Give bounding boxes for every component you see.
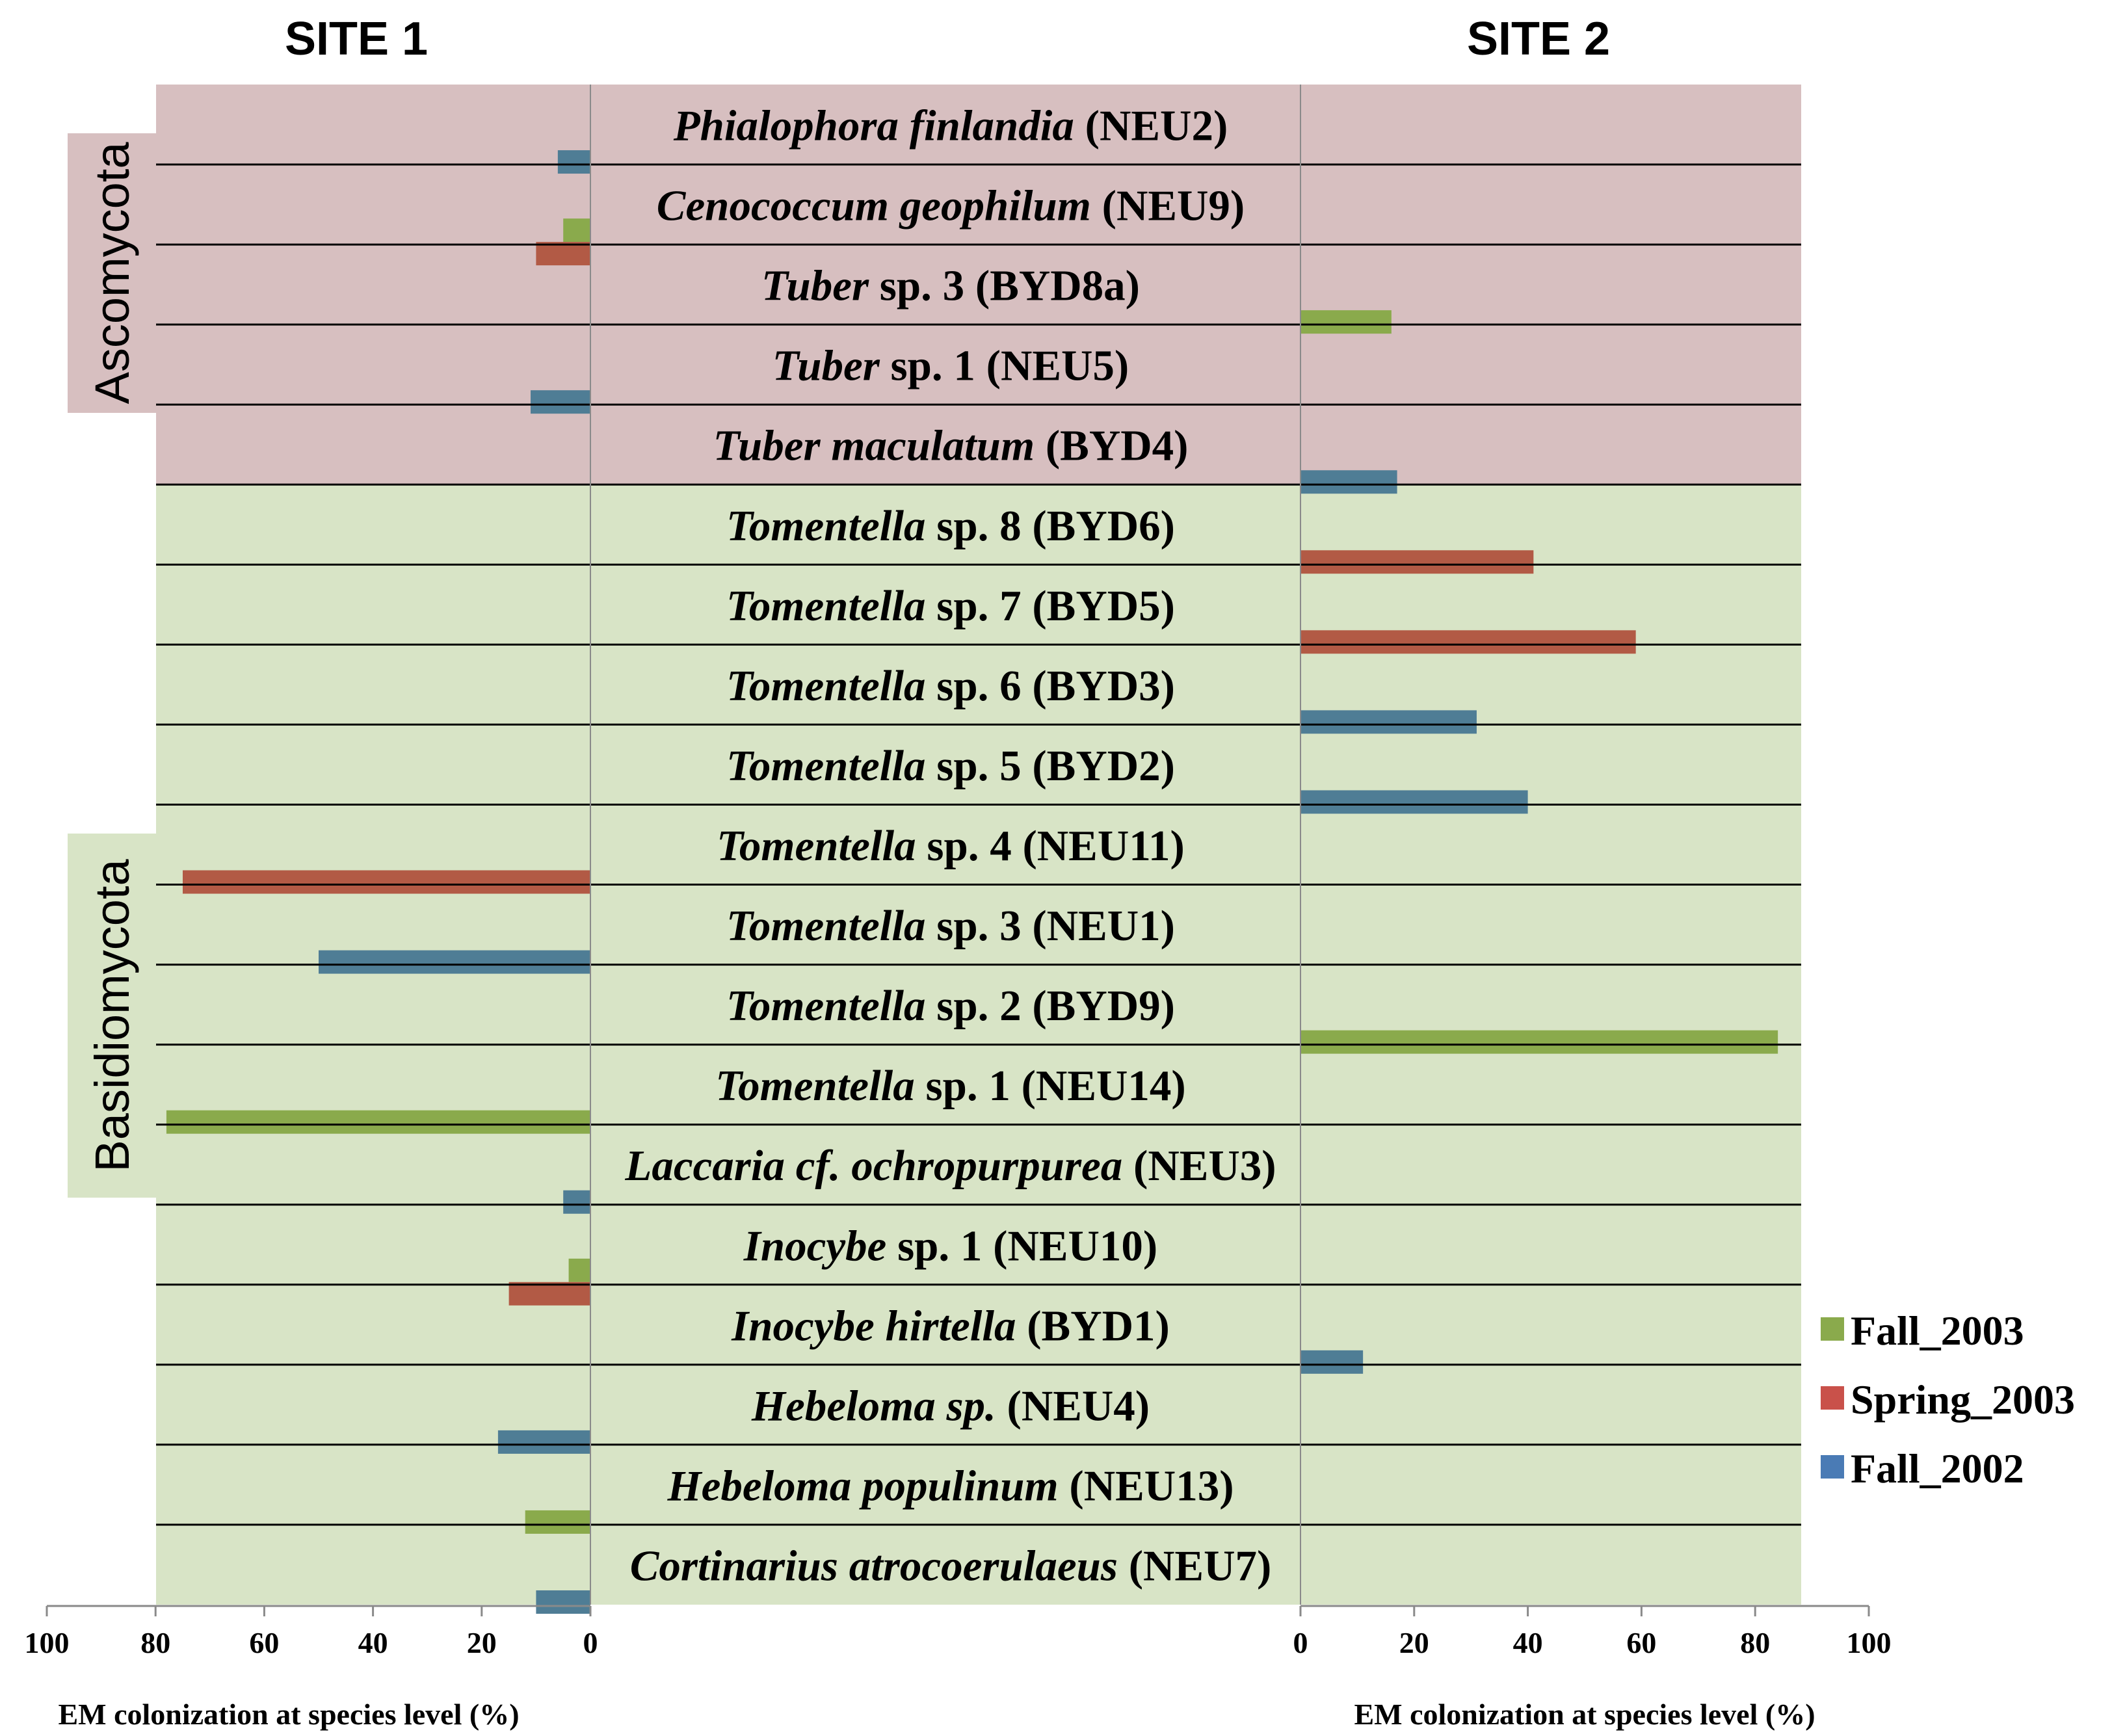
site2-tick-label: 100	[1847, 1626, 1892, 1659]
species-label: Inocybe sp. 1 (NEU10)	[743, 1222, 1157, 1270]
species-label: Phialophora finlandia (NEU2)	[673, 102, 1228, 150]
site1-x-axis-label: EM colonization at species level (%)	[58, 1698, 519, 1731]
phylum-labels: Ascomycota Basidiomycota	[68, 133, 156, 1198]
phylum-label: Ascomycota	[85, 142, 139, 404]
row-dividers	[156, 85, 1801, 1605]
legend-label: Fall_2003	[1851, 1308, 2024, 1354]
species-label: Cortinarius atrocoerulaeus (NEU7)	[630, 1542, 1272, 1590]
site2-tick-label: 40	[1513, 1626, 1543, 1659]
site2-title: SITE 2	[1467, 13, 1610, 65]
legend-label: Spring_2003	[1851, 1376, 2075, 1423]
species-label: Tuber sp. 1 (NEU5)	[772, 342, 1129, 390]
site1-tick-label: 20	[467, 1626, 497, 1659]
species-label: Laccaria cf. ochropurpurea (NEU3)	[624, 1142, 1276, 1190]
bar-site2-Fall_2002	[1300, 1350, 1364, 1374]
phylum-label: Basidiomycota	[85, 859, 139, 1172]
site2-x-axis-label: EM colonization at species level (%)	[1354, 1698, 1815, 1731]
legend-label: Fall_2002	[1851, 1445, 2024, 1492]
species-label: Hebeloma populinum (NEU13)	[667, 1462, 1234, 1510]
bar-site1-Fall_2003	[568, 1258, 590, 1282]
bar-site1-Fall_2002	[557, 150, 590, 174]
bar-site2-Spring_2003	[1300, 550, 1534, 574]
species-label: Inocybe hirtella (BYD1)	[731, 1302, 1170, 1350]
legend-swatch	[1821, 1317, 1844, 1341]
bar-site1-Spring_2003	[183, 870, 590, 894]
bar-site1-Fall_2003	[525, 1510, 590, 1534]
legend-swatch	[1821, 1386, 1844, 1410]
site1-tick-label: 40	[358, 1626, 388, 1659]
species-label: Tuber maculatum (BYD4)	[713, 422, 1189, 470]
legend-swatch	[1821, 1455, 1844, 1479]
bar-site1-Fall_2002	[531, 390, 590, 414]
species-label: Tomentella sp. 7 (BYD5)	[726, 582, 1175, 630]
species-label: Tomentella sp. 6 (BYD3)	[726, 662, 1175, 710]
bar-site1-Fall_2002	[536, 1590, 590, 1614]
bar-site2-Fall_2003	[1300, 310, 1392, 334]
species-label: Tomentella sp. 1 (NEU14)	[715, 1062, 1185, 1110]
site1-tick-label: 0	[583, 1626, 598, 1659]
axes: 100 80 60 40 20 0 0 20 40 60 80 100	[25, 1605, 1892, 1659]
site1-tick-label: 60	[249, 1626, 279, 1659]
site2-tick-label: 20	[1399, 1626, 1429, 1659]
species-label: Tomentella sp. 3 (NEU1)	[726, 902, 1175, 950]
bars	[166, 150, 1778, 1614]
bar-site1-Fall_2002	[563, 1190, 590, 1214]
species-labels: Phialophora finlandia (NEU2) Cenococcum g…	[624, 102, 1276, 1590]
site2-tick-label: 80	[1740, 1626, 1770, 1659]
phylum-label-box	[68, 133, 156, 413]
species-label: Tomentella sp. 2 (BYD9)	[726, 982, 1175, 1030]
legend: Fall_2003 Spring_2003 Fall_2002	[1821, 1308, 2075, 1492]
species-label: Hebeloma sp. (NEU4)	[751, 1382, 1150, 1430]
bar-site1-Fall_2003	[166, 1110, 591, 1134]
bar-site1-Fall_2002	[497, 1430, 590, 1454]
phylum-label-box	[68, 834, 156, 1198]
site2-tick-label: 0	[1293, 1626, 1308, 1659]
site2-tick-label: 60	[1626, 1626, 1656, 1659]
site1-title: SITE 1	[285, 13, 428, 65]
group-background	[156, 85, 1801, 485]
species-label: Tuber sp. 3 (BYD8a)	[761, 262, 1140, 310]
species-label: Tomentella sp. 8 (BYD6)	[726, 502, 1175, 550]
bar-site1-Fall_2003	[563, 218, 590, 243]
bar-site1-Fall_2002	[319, 950, 590, 974]
bar-site2-Fall_2002	[1300, 790, 1528, 814]
site1-tick-label: 100	[25, 1626, 70, 1659]
species-label: Tomentella sp. 5 (BYD2)	[726, 742, 1175, 790]
site1-tick-label: 80	[140, 1626, 170, 1659]
bar-site1-Spring_2003	[508, 1282, 590, 1306]
species-label: Tomentella sp. 4 (NEU11)	[717, 822, 1185, 870]
species-label: Cenococcum geophilum (NEU9)	[657, 182, 1245, 230]
bar-site2-Fall_2002	[1300, 710, 1477, 734]
bar-site2-Fall_2002	[1300, 470, 1397, 494]
bar-site1-Spring_2003	[536, 242, 590, 266]
bar-site2-Spring_2003	[1300, 630, 1636, 654]
bar-site2-Fall_2003	[1300, 1030, 1778, 1054]
